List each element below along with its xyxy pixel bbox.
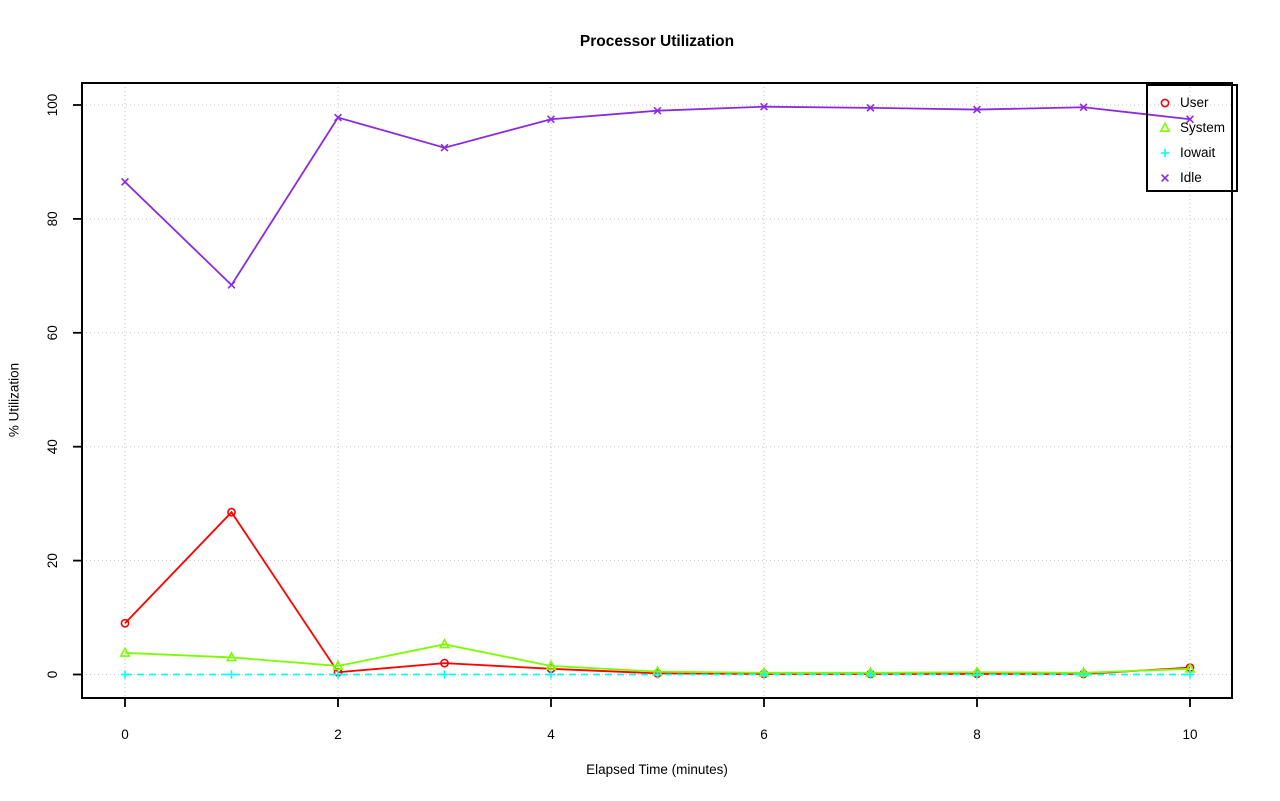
series-markers-idle <box>121 102 1194 289</box>
legend-item-user: User <box>1156 90 1236 115</box>
y-tick-label: 20 <box>45 553 60 568</box>
legend-label: User <box>1180 95 1209 110</box>
legend-label: System <box>1180 120 1226 135</box>
legend-marker-x-icon <box>1161 173 1169 182</box>
chart-title: Processor Utilization <box>579 33 735 50</box>
chart-legend: User System Iowait Idle <box>1146 84 1238 192</box>
legend-label: Iowait <box>1180 145 1216 160</box>
legend-marker-triangle-open-icon <box>1159 121 1171 132</box>
x-tick-label: 6 <box>760 727 768 742</box>
x-axis-label: Elapsed Time (minutes) <box>586 762 728 777</box>
series-line-idle <box>124 105 1191 287</box>
legend-label: Idle <box>1180 170 1202 185</box>
y-tick-label: 60 <box>45 325 60 340</box>
x-tick-label: 8 <box>973 727 981 742</box>
y-tick-label: 0 <box>45 671 60 679</box>
y-axis-label: % Utilization <box>6 362 22 438</box>
y-tick-label: 80 <box>45 211 60 226</box>
plot-border <box>81 82 1233 699</box>
x-tick-label: 10 <box>1182 727 1197 742</box>
series-markers-user <box>120 507 1195 679</box>
legend-item-iowait: Iowait <box>1156 140 1236 165</box>
legend-item-idle: Idle <box>1156 165 1236 190</box>
legend-marker-plus-icon <box>1160 148 1170 157</box>
y-tick-label: 40 <box>45 439 60 454</box>
x-tick-label: 0 <box>121 727 129 742</box>
x-tick-label: 2 <box>334 727 342 742</box>
series-line-user <box>124 510 1191 675</box>
legend-marker-circle-open-icon <box>1160 98 1170 107</box>
legend-item-system: System <box>1156 115 1236 140</box>
x-tick-label: 4 <box>547 727 555 742</box>
y-tick-label: 100 <box>45 94 60 117</box>
series-markers-iowait <box>120 670 1195 679</box>
